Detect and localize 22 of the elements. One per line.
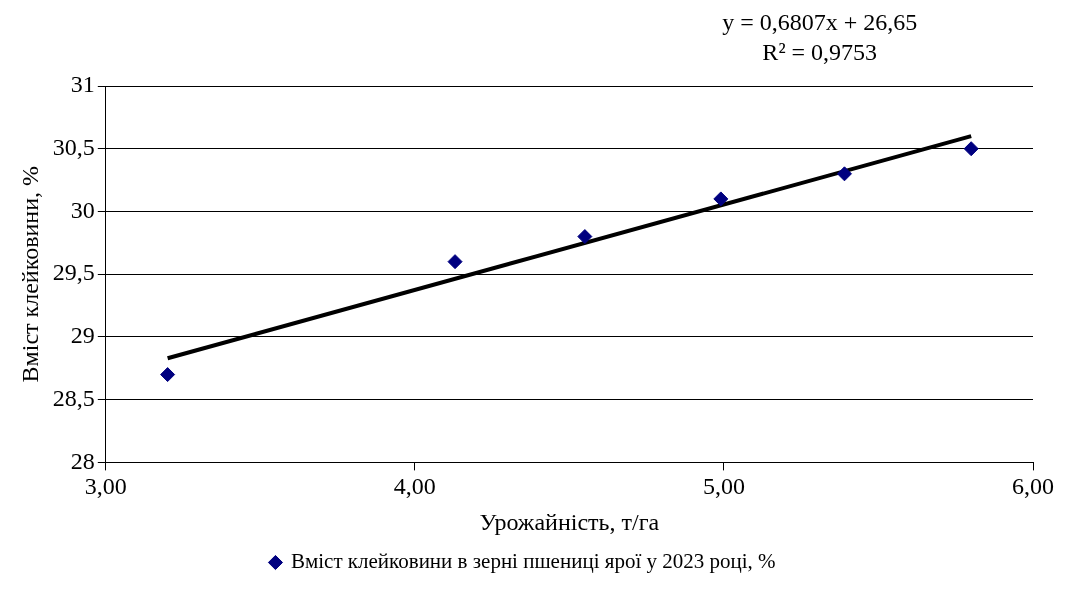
y-tick-label: 31	[70, 71, 95, 98]
x-axis-title: Урожайність, т/га	[479, 508, 660, 535]
x-tick-label: 6,00	[1012, 473, 1054, 500]
point	[160, 367, 176, 383]
y-tick-label: 28	[70, 447, 95, 474]
y-tick-label: 29	[70, 322, 95, 349]
y-axis-title: Вміст клейковини, %	[16, 165, 43, 383]
legend-label: Вміст клейковини в зерні пшениці ярої у 2023 році, %	[290, 549, 776, 574]
text: y = 0,6807x + 26,65	[722, 9, 918, 36]
x-tick-label: 5,00	[702, 473, 745, 500]
y-tick-label: 30,5	[52, 134, 95, 161]
point	[713, 191, 729, 207]
point	[577, 229, 593, 245]
point	[836, 166, 852, 182]
y-tick-label: 29,5	[52, 259, 95, 286]
text: R² = 0,9753	[762, 39, 878, 66]
point	[447, 254, 463, 270]
x-tick-label: 3,00	[84, 473, 127, 500]
y-tick-label: 28,5	[52, 384, 95, 411]
y-tick-label: 30	[70, 196, 95, 223]
point	[963, 141, 979, 157]
x-tick-label: 4,00	[393, 473, 436, 500]
